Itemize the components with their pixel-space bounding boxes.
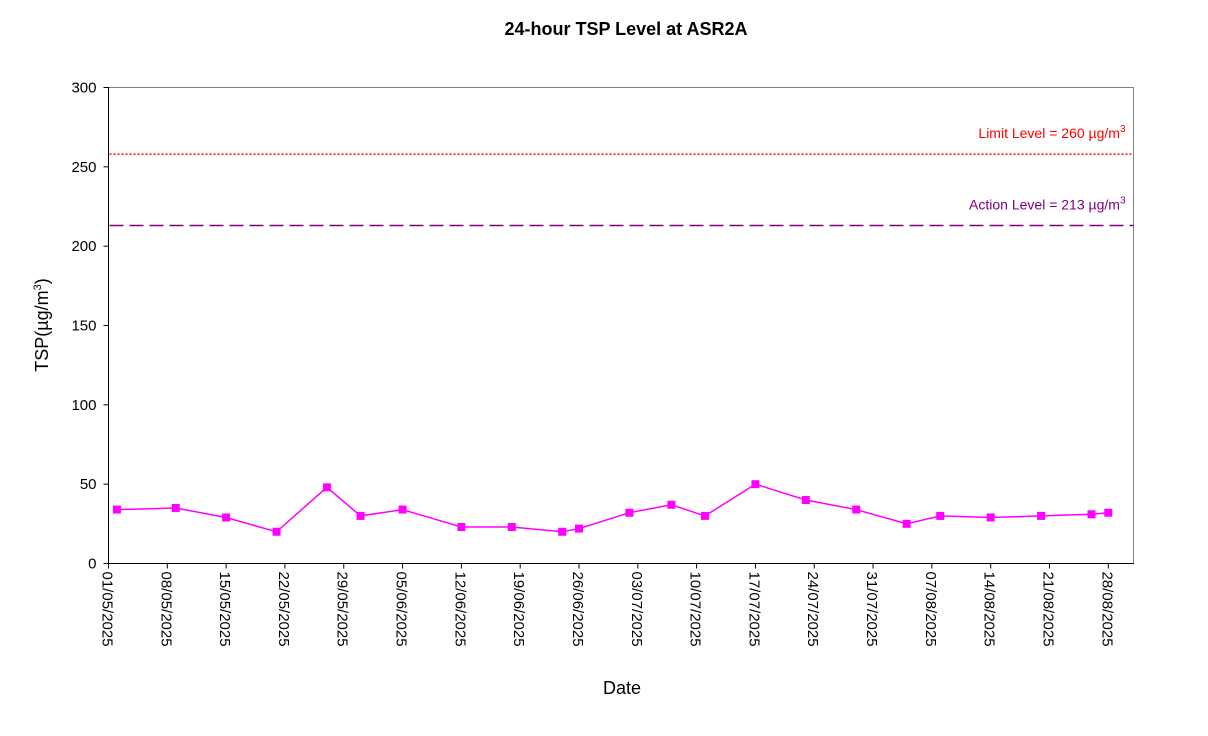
x-axis-ticks: 01/05/2025 08/05/2025 15/05/2025 22/05/2025… bbox=[99, 563, 1115, 647]
y-tick-label: 50 bbox=[80, 476, 97, 493]
y-tick-label: 0 bbox=[88, 556, 96, 573]
data-point-marker bbox=[398, 505, 407, 514]
x-axis-label: Date bbox=[603, 678, 641, 698]
x-tick-label: 22/05/2025 bbox=[275, 572, 292, 647]
x-tick-label: 03/07/2025 bbox=[628, 572, 645, 647]
data-point-marker bbox=[1104, 508, 1113, 517]
x-tick-label: 14/08/2025 bbox=[981, 572, 998, 647]
y-axis-ticks: 0 50 100 150 200 250 300 bbox=[71, 80, 109, 573]
y-axis-label-sup: 3 bbox=[32, 284, 44, 290]
x-tick-label: 26/06/2025 bbox=[569, 572, 586, 647]
data-point-marker bbox=[1087, 510, 1096, 519]
x-tick-label: 28/08/2025 bbox=[1098, 572, 1115, 647]
data-point-marker bbox=[574, 524, 583, 533]
series-layer bbox=[112, 480, 1113, 536]
data-point-marker bbox=[356, 511, 365, 520]
data-point-marker bbox=[986, 513, 995, 522]
x-tick-label: 01/05/2025 bbox=[99, 572, 116, 647]
x-tick-label: 29/05/2025 bbox=[334, 572, 351, 647]
y-axis-label-suffix: ) bbox=[32, 278, 52, 284]
data-point-marker bbox=[507, 523, 516, 532]
x-tick-label: 21/08/2025 bbox=[1039, 572, 1056, 647]
data-point-marker bbox=[457, 523, 466, 532]
data-point-marker bbox=[171, 503, 180, 512]
data-point-marker bbox=[222, 513, 231, 522]
y-tick-label: 300 bbox=[71, 80, 96, 97]
x-tick-label: 15/05/2025 bbox=[216, 572, 233, 647]
data-point-marker bbox=[558, 527, 567, 536]
x-tick-label: 31/07/2025 bbox=[863, 572, 880, 647]
data-point-marker bbox=[1037, 511, 1046, 520]
data-point-marker bbox=[902, 519, 911, 528]
x-tick-label: 19/06/2025 bbox=[510, 572, 527, 647]
data-point-marker bbox=[322, 483, 331, 492]
action-level-label: Action Level = 213 µg/m3 bbox=[969, 196, 1126, 213]
x-tick-label: 05/06/2025 bbox=[393, 572, 410, 647]
chart-title: 24-hour TSP Level at ASR2A bbox=[504, 19, 747, 39]
limit-level-label: Limit Level = 260 µg/m3 bbox=[978, 124, 1126, 141]
reference-lines: Limit Level = 260 µg/m3 Action Level = 21… bbox=[109, 124, 1134, 227]
x-tick-label: 17/07/2025 bbox=[745, 572, 762, 647]
data-point-marker bbox=[667, 500, 676, 509]
x-tick-label: 10/07/2025 bbox=[687, 572, 704, 647]
data-point-marker bbox=[936, 511, 945, 520]
data-point-marker bbox=[625, 508, 634, 517]
y-tick-label: 150 bbox=[71, 318, 96, 335]
y-axis-label: TSP(µg/m3) bbox=[32, 278, 52, 372]
x-tick-label: 12/06/2025 bbox=[451, 572, 468, 647]
y-tick-label: 200 bbox=[71, 238, 96, 255]
x-tick-label: 08/05/2025 bbox=[157, 572, 174, 647]
data-point-marker bbox=[801, 496, 810, 505]
x-tick-label: 24/07/2025 bbox=[804, 572, 821, 647]
x-tick-label: 07/08/2025 bbox=[922, 572, 939, 647]
y-tick-label: 250 bbox=[71, 159, 96, 176]
data-point-marker bbox=[852, 505, 861, 514]
plot-area bbox=[108, 87, 1134, 564]
y-axis-label-prefix: TSP(µg/m bbox=[32, 290, 52, 371]
data-point-marker bbox=[272, 527, 281, 536]
data-point-marker bbox=[751, 480, 760, 489]
data-point-marker bbox=[701, 511, 710, 520]
data-point-marker bbox=[112, 505, 121, 514]
y-tick-label: 100 bbox=[71, 397, 96, 414]
